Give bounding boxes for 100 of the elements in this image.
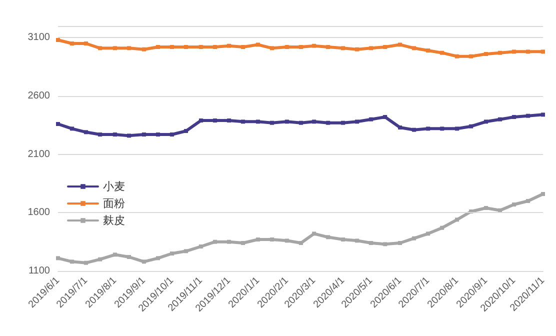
point bbox=[412, 236, 416, 240]
point bbox=[484, 120, 488, 124]
point bbox=[498, 50, 502, 55]
point bbox=[198, 244, 203, 248]
point bbox=[113, 46, 118, 50]
point bbox=[426, 48, 430, 52]
point bbox=[170, 252, 174, 256]
point bbox=[170, 132, 174, 136]
point bbox=[113, 252, 118, 257]
legend-label: 面粉 bbox=[103, 197, 125, 210]
y-tick-label: 2100 bbox=[28, 148, 50, 160]
point bbox=[298, 120, 303, 125]
y-tick-label: 1600 bbox=[28, 207, 50, 218]
point bbox=[184, 129, 188, 133]
point bbox=[412, 128, 416, 132]
point bbox=[170, 45, 174, 49]
point bbox=[256, 120, 260, 124]
point bbox=[241, 45, 246, 49]
point bbox=[512, 50, 516, 54]
point bbox=[541, 112, 545, 117]
point bbox=[383, 45, 388, 49]
point bbox=[256, 42, 260, 47]
point bbox=[398, 42, 402, 47]
y-tick-label: 2600 bbox=[28, 90, 50, 102]
point bbox=[369, 117, 374, 122]
point bbox=[284, 238, 289, 243]
point bbox=[284, 120, 289, 124]
point bbox=[326, 235, 330, 240]
point bbox=[512, 202, 516, 206]
point bbox=[369, 46, 374, 50]
point bbox=[455, 54, 460, 58]
point bbox=[341, 46, 346, 50]
point bbox=[455, 218, 460, 222]
point bbox=[426, 126, 430, 131]
point bbox=[227, 44, 232, 48]
point bbox=[298, 45, 303, 49]
point bbox=[398, 241, 402, 245]
point bbox=[541, 50, 545, 54]
point bbox=[440, 126, 444, 131]
point bbox=[526, 199, 530, 203]
point bbox=[270, 46, 274, 50]
point bbox=[70, 260, 74, 264]
point bbox=[56, 256, 60, 260]
point bbox=[70, 42, 74, 46]
point bbox=[355, 120, 360, 124]
point bbox=[227, 118, 232, 122]
point bbox=[198, 45, 203, 49]
point bbox=[383, 242, 388, 246]
y-tick-label: 1100 bbox=[28, 266, 50, 276]
point bbox=[312, 44, 316, 48]
point bbox=[127, 255, 132, 259]
point bbox=[156, 256, 160, 260]
point bbox=[541, 192, 545, 196]
point bbox=[312, 232, 316, 236]
point bbox=[98, 132, 102, 136]
point bbox=[469, 54, 474, 58]
point bbox=[142, 260, 146, 264]
point bbox=[156, 132, 160, 136]
point bbox=[56, 122, 60, 126]
point bbox=[127, 134, 132, 138]
point bbox=[526, 114, 530, 118]
point bbox=[312, 120, 316, 124]
point bbox=[298, 241, 303, 245]
point bbox=[440, 226, 444, 230]
point bbox=[398, 126, 402, 130]
point bbox=[383, 115, 388, 119]
point bbox=[369, 241, 374, 245]
point bbox=[84, 42, 88, 46]
legend-label: 小麦 bbox=[103, 180, 125, 193]
point bbox=[498, 117, 502, 122]
point bbox=[341, 120, 346, 125]
legend-label: 麸皮 bbox=[103, 214, 125, 227]
point bbox=[84, 130, 88, 134]
point bbox=[113, 132, 118, 136]
point bbox=[98, 257, 102, 262]
point bbox=[484, 52, 488, 56]
point bbox=[127, 46, 132, 50]
point bbox=[469, 124, 474, 128]
point bbox=[98, 46, 102, 50]
point bbox=[526, 50, 530, 54]
point bbox=[512, 115, 516, 119]
point bbox=[212, 240, 217, 244]
point bbox=[84, 260, 88, 265]
point bbox=[70, 126, 74, 131]
point bbox=[212, 45, 217, 49]
point bbox=[56, 38, 60, 42]
point bbox=[455, 126, 460, 131]
point bbox=[326, 45, 330, 49]
point bbox=[440, 50, 444, 55]
point bbox=[142, 47, 146, 52]
point bbox=[241, 120, 246, 124]
point bbox=[426, 232, 430, 236]
point bbox=[241, 241, 246, 245]
point bbox=[355, 47, 360, 52]
point bbox=[156, 45, 160, 49]
point bbox=[341, 238, 346, 242]
point bbox=[227, 240, 232, 244]
y-tick-label: 3100 bbox=[28, 32, 50, 44]
point bbox=[270, 238, 274, 242]
point bbox=[412, 46, 416, 50]
